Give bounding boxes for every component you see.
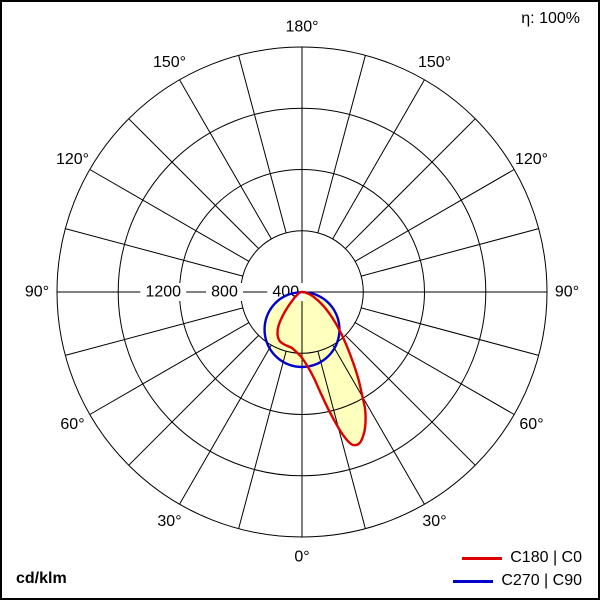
legend-item: C180 | C0 xyxy=(453,549,582,567)
polar-chart-canvas: 400 800 1200 0° 30° 30° 60° 60° 90° 90° 120° 120° 15… xyxy=(2,2,598,598)
angle-tick-label: 90° xyxy=(555,284,579,301)
polar-grid-radial xyxy=(361,228,539,277)
polar-grid-radial xyxy=(317,55,366,233)
radial-tick-label: 800 xyxy=(211,284,238,301)
legend-item-label: C270 | C90 xyxy=(501,572,582,589)
polar-grid-radial xyxy=(128,118,260,250)
angle-tick-label: 30° xyxy=(422,513,446,530)
radial-tick-label: 400 xyxy=(272,284,299,301)
polar-grid-radial xyxy=(65,307,243,356)
polar-grid-radial xyxy=(238,351,287,529)
polar-grid-radial xyxy=(89,322,250,415)
polar-grid-radial xyxy=(179,344,272,505)
polar-grid-radial xyxy=(354,322,515,415)
angle-tick-label: 90° xyxy=(25,284,49,301)
radial-label-bg xyxy=(206,283,243,301)
angle-tick-label: 60° xyxy=(519,416,543,433)
angle-tick-label: 60° xyxy=(60,416,84,433)
radial-tick-label: 1200 xyxy=(145,284,181,301)
legend-line-swatch xyxy=(462,556,503,560)
efficiency-label: η: 100% xyxy=(521,10,580,27)
angle-tick-label: 150° xyxy=(418,54,451,71)
polar-grid-radial xyxy=(332,344,425,505)
polar-grid-radial xyxy=(332,79,425,240)
legend-line-swatch xyxy=(453,579,494,583)
polar-grid-radial xyxy=(128,334,260,466)
polar-grid-radial xyxy=(344,334,476,466)
legend-item-label: C180 | C0 xyxy=(510,549,582,566)
polar-grid-radial xyxy=(65,228,243,277)
polar-grid-radial xyxy=(354,169,515,262)
polar-grid-radial xyxy=(361,307,539,356)
unit-label: cd/klm xyxy=(16,570,67,587)
angle-tick-label: 150° xyxy=(153,54,186,71)
distribution-curve xyxy=(276,290,367,447)
angle-tick-label: 180° xyxy=(285,19,318,36)
angle-tick-label: 0° xyxy=(294,549,309,566)
polar-grid-radial xyxy=(89,169,250,262)
angle-tick-label: 120° xyxy=(56,151,89,168)
polar-grid-radial xyxy=(179,79,272,240)
legend: C180 | C0 C270 | C90 xyxy=(453,549,582,590)
angle-tick-label: 120° xyxy=(515,151,548,168)
radial-label-bg xyxy=(140,283,187,301)
polar-grid-radial xyxy=(344,118,476,250)
legend-item: C270 | C90 xyxy=(453,572,582,590)
distribution-curve xyxy=(263,290,341,369)
angle-tick-label: 30° xyxy=(157,513,181,530)
polar-grid-radial xyxy=(238,55,287,233)
distribution-fill xyxy=(277,292,366,446)
polar-grid-radial xyxy=(317,351,366,529)
